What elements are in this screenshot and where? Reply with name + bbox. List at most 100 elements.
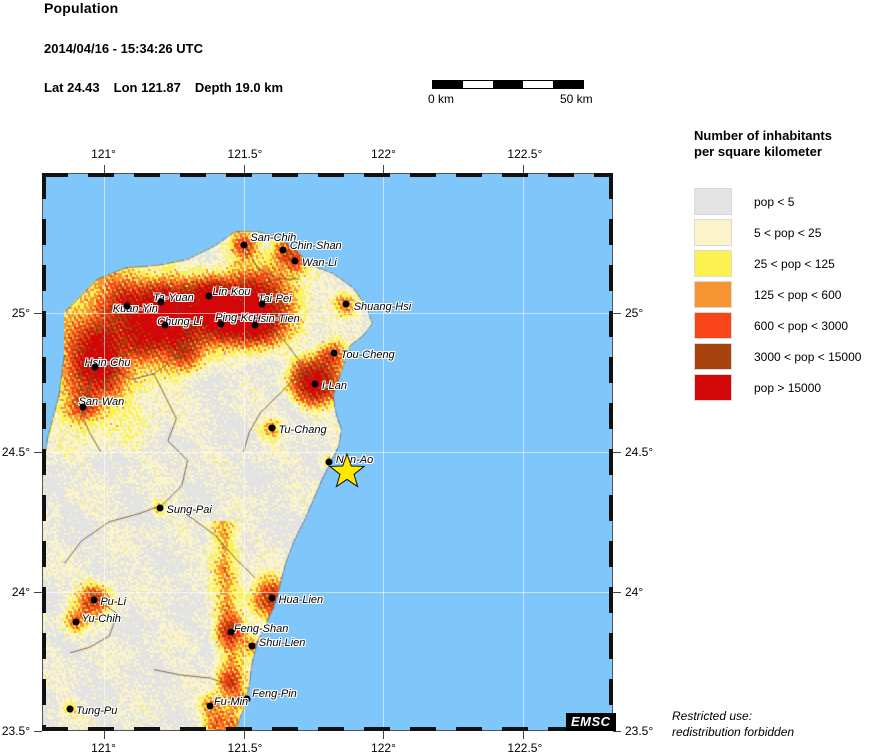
y-axis-label-left: 24.5° (1, 445, 30, 459)
city-marker[interactable] (161, 321, 169, 329)
x-axis-label-top: 121° (91, 147, 116, 161)
city-marker[interactable] (258, 300, 266, 308)
legend-color-swatch (694, 312, 732, 339)
map-border-tick-right (609, 633, 613, 659)
scale-bar-segment (553, 81, 583, 88)
y-axis-label-left: 23.5° (1, 724, 30, 738)
map-border-tick-right (609, 587, 613, 613)
city-marker[interactable] (217, 320, 225, 328)
x-axis-label-bottom: 121° (91, 741, 116, 755)
scale-bar (432, 80, 584, 89)
city-label: Hua-Lien (278, 594, 324, 607)
map-border-tick-left (42, 725, 46, 731)
map-border-tick-top (42, 173, 68, 177)
city-label: Hsin-Tien (252, 313, 300, 326)
legend-label: 5 < pop < 25 (754, 225, 822, 240)
city-label: Sung-Pai (166, 503, 212, 516)
city-marker[interactable] (268, 594, 276, 602)
city-label: I-Lan (321, 379, 347, 392)
x-axis-label-top: 122° (371, 147, 396, 161)
legend-color-swatch (694, 374, 732, 401)
x-axis-label-top: 122.5° (507, 147, 543, 161)
x-tick-mark-top (103, 165, 105, 173)
map-border-tick-bottom (364, 727, 390, 731)
legend-items: pop < 5 5 < pop < 25 25 < pop < 125 125 < p… (694, 186, 878, 403)
epicenter-star-icon[interactable] (328, 452, 366, 491)
city-marker[interactable] (123, 302, 131, 310)
map-border-tick-right (609, 357, 613, 383)
map-border-tick-left (42, 449, 46, 475)
legend-row: 125 < pop < 600 (694, 279, 878, 310)
population-density-map[interactable]: San-Chih Chin-Shan Wan-Li Ta-Yuan Kuan-Yin Li… (42, 173, 613, 731)
city-marker[interactable] (248, 642, 256, 650)
legend-title-line2: per square kilometer (694, 144, 822, 159)
city-marker[interactable] (251, 321, 259, 329)
city-marker[interactable] (240, 241, 248, 249)
legend-color-swatch (694, 281, 732, 308)
city-marker[interactable] (268, 424, 276, 432)
legend-label: 3000 < pop < 15000 (754, 349, 862, 364)
map-border-tick-top (410, 173, 436, 177)
y-axis-label-right: 24.5° (625, 445, 654, 459)
city-marker[interactable] (90, 596, 98, 604)
city-marker[interactable] (79, 403, 87, 411)
legend-color-swatch (694, 343, 732, 370)
y-tick-mark-left (34, 591, 42, 593)
map-border-tick-top (318, 173, 344, 177)
city-label: Chin-Shan (289, 239, 342, 252)
city-label: Tu-Chang (278, 424, 327, 437)
city-marker[interactable] (342, 300, 350, 308)
x-tick-mark-bottom (243, 731, 245, 739)
y-tick-mark-right (613, 312, 621, 314)
map-border-tick-bottom (226, 727, 252, 731)
map-border-tick-right (609, 449, 613, 475)
city-marker[interactable] (279, 246, 287, 254)
map-border-tick-top (548, 173, 574, 177)
city-label: Wan-Li (302, 257, 337, 270)
city-marker[interactable] (325, 458, 333, 466)
x-axis-label-top: 121.5° (227, 147, 263, 161)
graticule-parallel (42, 452, 613, 453)
map-border-tick-top (364, 173, 390, 177)
map-border-tick-right (609, 219, 613, 245)
y-axis-label-right: 25° (625, 305, 644, 320)
city-label: Lin-Kou (212, 285, 251, 298)
emsc-logo: EMSC (566, 713, 616, 731)
city-marker[interactable] (91, 363, 99, 371)
city-marker[interactable] (206, 702, 214, 710)
city-label: Tai-Pei (257, 293, 292, 306)
map-border-tick-left (42, 403, 46, 429)
map-border-tick-bottom (180, 727, 206, 731)
map-border-tick-top (502, 173, 528, 177)
city-marker[interactable] (157, 298, 165, 306)
city-marker[interactable] (205, 292, 213, 300)
map-border-tick-left (42, 173, 46, 199)
scale-bar-segment (523, 81, 553, 88)
map-border-tick-left (42, 219, 46, 245)
city-marker[interactable] (243, 695, 251, 703)
x-tick-mark-top (383, 165, 385, 173)
city-label: Pu-Li (100, 595, 127, 608)
city-label: Shui-Lien (258, 636, 306, 649)
longitude-label: Lon 121.87 (113, 80, 181, 95)
hypocenter-info: Lat 24.43 Lon 121.87 Depth 19.0 km (44, 80, 283, 95)
map-border-tick-bottom (134, 727, 160, 731)
graticule-parallel (42, 312, 613, 314)
city-marker[interactable] (156, 504, 164, 512)
map-border-tick-left (42, 541, 46, 567)
city-marker[interactable] (291, 257, 299, 265)
legend-color-swatch (694, 188, 732, 215)
origin-time: 2014/04/16 - 15:34:26 UTC (44, 41, 203, 56)
city-marker[interactable] (227, 628, 235, 636)
graticule-parallel (42, 591, 613, 593)
map-border-tick-right (609, 173, 613, 199)
map-border-tick-top (272, 173, 298, 177)
city-marker[interactable] (330, 349, 338, 357)
city-marker[interactable] (72, 618, 80, 626)
map-border-tick-right (609, 311, 613, 337)
map-border-tick-top (594, 173, 613, 177)
city-marker[interactable] (66, 705, 74, 713)
city-marker[interactable] (311, 380, 319, 388)
legend-label: pop < 5 (754, 194, 795, 209)
map-border-tick-bottom (548, 727, 574, 731)
